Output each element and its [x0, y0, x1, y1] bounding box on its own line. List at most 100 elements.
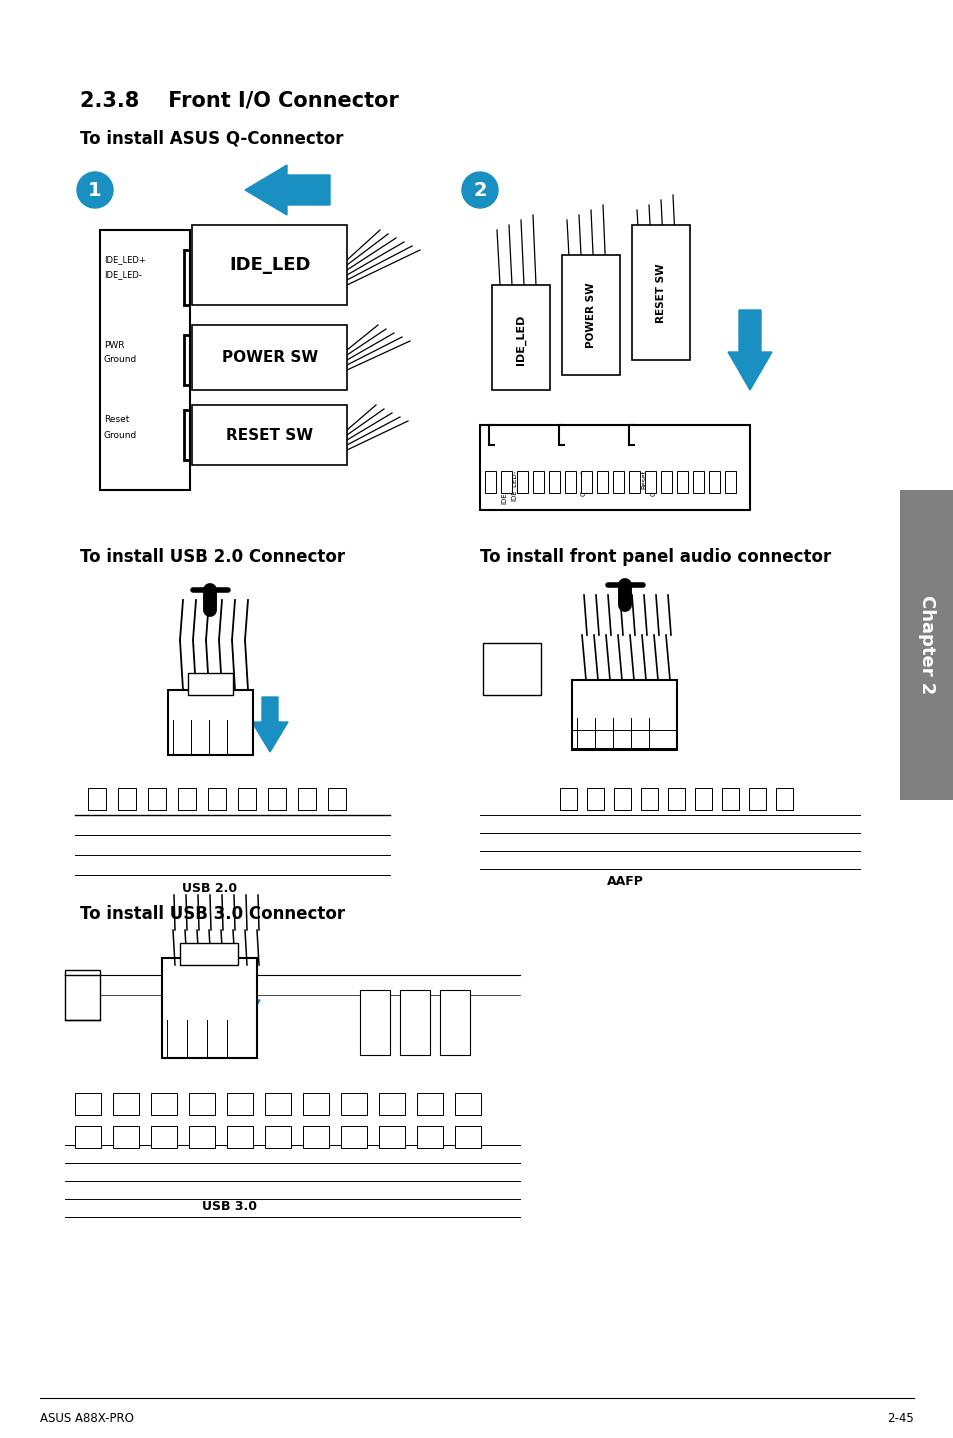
FancyBboxPatch shape	[192, 224, 347, 305]
FancyBboxPatch shape	[188, 673, 233, 695]
FancyBboxPatch shape	[75, 1126, 101, 1148]
Text: To install front panel audio connector: To install front panel audio connector	[479, 548, 830, 567]
FancyBboxPatch shape	[416, 1126, 442, 1148]
FancyBboxPatch shape	[265, 1126, 291, 1148]
Text: Ground: Ground	[104, 355, 137, 364]
FancyBboxPatch shape	[168, 690, 253, 755]
FancyBboxPatch shape	[178, 788, 195, 810]
FancyBboxPatch shape	[180, 943, 237, 965]
FancyBboxPatch shape	[677, 472, 687, 493]
FancyBboxPatch shape	[112, 1126, 139, 1148]
FancyArrow shape	[252, 697, 288, 752]
Text: POWER SW: POWER SW	[222, 351, 317, 365]
FancyBboxPatch shape	[328, 788, 346, 810]
Text: IDE_LED: IDE_LED	[229, 256, 311, 275]
Circle shape	[461, 173, 497, 209]
FancyBboxPatch shape	[479, 426, 749, 510]
FancyBboxPatch shape	[548, 472, 559, 493]
FancyBboxPatch shape	[492, 285, 550, 390]
Text: PWR: PWR	[571, 470, 577, 486]
FancyBboxPatch shape	[112, 1093, 139, 1114]
Text: ASUS A88X-PRO: ASUS A88X-PRO	[40, 1412, 133, 1425]
FancyBboxPatch shape	[378, 1126, 405, 1148]
FancyBboxPatch shape	[597, 472, 607, 493]
FancyBboxPatch shape	[748, 788, 765, 810]
FancyArrow shape	[245, 165, 330, 216]
Text: AAFP: AAFP	[606, 874, 642, 889]
FancyBboxPatch shape	[100, 230, 190, 490]
FancyBboxPatch shape	[340, 1126, 367, 1148]
FancyBboxPatch shape	[561, 255, 619, 375]
Text: Ground: Ground	[650, 470, 657, 496]
FancyArrow shape	[220, 971, 260, 1035]
FancyBboxPatch shape	[118, 788, 136, 810]
Text: USB 2.0: USB 2.0	[182, 881, 237, 894]
Text: 2.3.8    Front I/O Connector: 2.3.8 Front I/O Connector	[80, 91, 398, 109]
FancyBboxPatch shape	[378, 1093, 405, 1114]
Text: RESET SW: RESET SW	[226, 427, 314, 443]
FancyBboxPatch shape	[88, 788, 106, 810]
Text: Ground: Ground	[580, 470, 586, 496]
FancyBboxPatch shape	[192, 406, 347, 464]
Text: Reset: Reset	[104, 416, 130, 424]
FancyBboxPatch shape	[631, 224, 689, 360]
FancyBboxPatch shape	[189, 1126, 214, 1148]
FancyBboxPatch shape	[268, 788, 286, 810]
Text: IDE_LED-: IDE_LED-	[104, 270, 142, 279]
FancyBboxPatch shape	[640, 788, 658, 810]
FancyBboxPatch shape	[484, 472, 496, 493]
FancyBboxPatch shape	[75, 1093, 101, 1114]
FancyBboxPatch shape	[227, 1126, 253, 1148]
FancyArrow shape	[727, 311, 771, 390]
FancyBboxPatch shape	[533, 472, 543, 493]
Text: PWR: PWR	[104, 341, 125, 349]
Text: Ground: Ground	[104, 430, 137, 440]
FancyBboxPatch shape	[455, 1126, 480, 1148]
Bar	[65, 971, 100, 1020]
FancyBboxPatch shape	[660, 472, 671, 493]
FancyBboxPatch shape	[564, 472, 576, 493]
Text: 1: 1	[88, 181, 102, 200]
FancyBboxPatch shape	[151, 1093, 177, 1114]
FancyBboxPatch shape	[708, 472, 720, 493]
FancyBboxPatch shape	[399, 989, 430, 1055]
FancyBboxPatch shape	[692, 472, 703, 493]
FancyBboxPatch shape	[359, 989, 390, 1055]
FancyBboxPatch shape	[148, 788, 166, 810]
FancyBboxPatch shape	[628, 472, 639, 493]
FancyBboxPatch shape	[721, 788, 739, 810]
FancyBboxPatch shape	[416, 1093, 442, 1114]
Text: IDE_LED-: IDE_LED-	[510, 470, 517, 500]
FancyBboxPatch shape	[455, 1093, 480, 1114]
FancyBboxPatch shape	[265, 1093, 291, 1114]
FancyBboxPatch shape	[439, 989, 470, 1055]
FancyBboxPatch shape	[297, 788, 315, 810]
Text: POWER SW: POWER SW	[585, 282, 596, 348]
Text: To install ASUS Q-Connector: To install ASUS Q-Connector	[80, 129, 343, 148]
FancyBboxPatch shape	[613, 472, 623, 493]
FancyBboxPatch shape	[586, 788, 603, 810]
Circle shape	[77, 173, 112, 209]
Text: Chapter 2: Chapter 2	[917, 595, 935, 695]
Text: 2: 2	[473, 181, 486, 200]
FancyArrow shape	[606, 695, 642, 751]
FancyBboxPatch shape	[559, 788, 577, 810]
FancyBboxPatch shape	[208, 788, 226, 810]
Text: Reset: Reset	[640, 470, 646, 489]
Bar	[899, 490, 953, 800]
FancyBboxPatch shape	[614, 788, 630, 810]
FancyBboxPatch shape	[667, 788, 684, 810]
FancyBboxPatch shape	[695, 788, 711, 810]
FancyBboxPatch shape	[162, 958, 256, 1058]
Text: To install USB 2.0 Connector: To install USB 2.0 Connector	[80, 548, 345, 567]
Text: IDE_LED+: IDE_LED+	[500, 470, 507, 505]
FancyBboxPatch shape	[237, 788, 255, 810]
FancyBboxPatch shape	[227, 1093, 253, 1114]
FancyBboxPatch shape	[303, 1126, 329, 1148]
Text: 2-45: 2-45	[886, 1412, 913, 1425]
FancyBboxPatch shape	[192, 325, 347, 390]
FancyBboxPatch shape	[644, 472, 656, 493]
Text: To install USB 3.0 Connector: To install USB 3.0 Connector	[80, 905, 345, 923]
FancyBboxPatch shape	[189, 1093, 214, 1114]
FancyBboxPatch shape	[500, 472, 512, 493]
